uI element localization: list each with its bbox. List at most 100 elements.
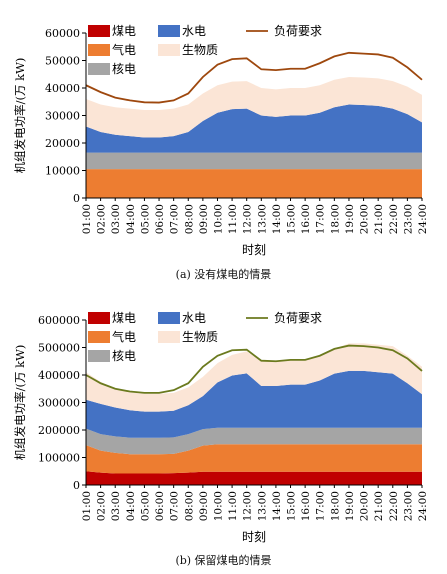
c1-x-tick-label: 08:00	[183, 491, 195, 521]
c1-y-tick-label: 200000	[38, 424, 80, 437]
c1-x-tick-label: 22:00	[388, 491, 400, 521]
c0-x-tick-label: 21:00	[373, 204, 385, 234]
c0-x-tick-label: 04:00	[125, 204, 137, 234]
c0-area-气电	[86, 169, 422, 198]
c1-x-tick-label: 12:00	[242, 491, 254, 521]
c0-x-tick-label: 18:00	[329, 204, 341, 234]
c1-x-tick-label: 10:00	[212, 491, 224, 521]
c0-x-tick-label: 10:00	[212, 204, 224, 234]
c1-legend-label: 煤电	[112, 311, 136, 325]
c0-y-tick-label: 40000	[45, 82, 80, 95]
c1-line-负荷要求	[85, 344, 423, 394]
c1-x-tick-label: 20:00	[359, 491, 371, 521]
c1-x-tick-label: 06:00	[154, 491, 166, 521]
caption-a: (a) 没有煤电的情景	[175, 268, 272, 281]
c1-legend-label: 生物质	[182, 330, 218, 344]
c0-area-水电	[86, 104, 422, 153]
c1-y-tick-label: 100000	[38, 452, 80, 465]
c0-legend-label: 水电	[182, 24, 206, 38]
c1-x-tick-label: 13:00	[256, 491, 268, 521]
c0-x-tick-label: 09:00	[198, 204, 210, 234]
c0-y-tick-label: 20000	[45, 137, 80, 150]
c1-y-tick-label: 500000	[38, 342, 80, 355]
c0-y-tick-label: 0	[73, 192, 80, 205]
c0-x-tick-label: 02:00	[96, 204, 108, 234]
c1-legend-marker	[88, 331, 110, 343]
c1-legend-marker	[158, 312, 180, 324]
c0-y-tick-label: 30000	[45, 110, 80, 123]
c0-legend-marker	[88, 44, 110, 56]
c0-line-负荷要求	[85, 51, 423, 104]
c1-x-tick-label: 02:00	[96, 491, 108, 521]
c0-x-tick-label: 16:00	[300, 204, 312, 234]
c1-x-tick-label: 11:00	[227, 491, 239, 521]
c0-legend-label: 核电	[112, 62, 136, 76]
c1-x-tick-label: 23:00	[402, 491, 414, 521]
c1-x-tick-label: 05:00	[139, 491, 151, 521]
c0-y-tick-label: 50000	[45, 55, 80, 68]
c1-y-tick-label: 0	[73, 479, 80, 492]
c0-x-tick-label: 20:00	[359, 204, 371, 234]
c1-x-tick-label: 01:00	[81, 491, 93, 521]
c0-x-tick-label: 17:00	[315, 204, 327, 234]
c1-area-生物质	[86, 343, 422, 412]
c0-legend-marker	[88, 25, 110, 37]
c1-y-axis-title: 机组发电功率/(万 kW)	[13, 345, 27, 461]
c0-legend-label: 气电	[112, 42, 136, 57]
c1-x-tick-label: 07:00	[169, 491, 181, 521]
c0-x-tick-label: 12:00	[242, 204, 254, 234]
c0-x-tick-label: 01:00	[81, 204, 93, 234]
c0-legend-marker	[158, 44, 180, 56]
c1-legend-marker	[88, 312, 110, 324]
c1-legend-label: 水电	[182, 311, 206, 325]
c0-x-tick-label: 14:00	[271, 204, 283, 234]
c1-x-tick-label: 16:00	[300, 491, 312, 521]
c0-area-生物质	[86, 77, 422, 138]
c0-legend-marker	[158, 25, 180, 37]
c1-area-水电	[86, 370, 422, 438]
c1-area-气电	[86, 444, 422, 474]
c1-area-煤电	[86, 471, 422, 485]
c0-area-核电	[86, 152, 422, 170]
c1-x-tick-label: 09:00	[198, 491, 210, 521]
c1-x-tick-label: 15:00	[286, 491, 298, 521]
c0-x-tick-label: 22:00	[388, 204, 400, 234]
c0-y-tick-label: 60000	[45, 27, 80, 40]
c1-x-axis-title: 时刻	[242, 530, 266, 544]
c1-x-tick-label: 21:00	[373, 491, 385, 521]
c0-x-tick-label: 06:00	[154, 204, 166, 234]
c0-y-tick-label: 10000	[45, 165, 80, 178]
c0-x-tick-label: 03:00	[110, 204, 122, 234]
c0-x-tick-label: 13:00	[256, 204, 268, 234]
c0-x-tick-label: 23:00	[402, 204, 414, 234]
c1-legend-marker	[88, 350, 110, 362]
c0-x-tick-label: 15:00	[286, 204, 298, 234]
c0-x-tick-label: 19:00	[344, 204, 356, 234]
c1-legend-label: 气电	[112, 329, 136, 344]
c0-legend-label: 生物质	[182, 43, 218, 57]
c0-legend-label: 煤电	[112, 24, 136, 38]
c1-y-tick-label: 600000	[38, 314, 80, 327]
c1-x-tick-label: 19:00	[344, 491, 356, 521]
c1-legend-label: 核电	[112, 349, 136, 363]
c1-legend-marker	[158, 331, 180, 343]
c1-y-tick-label: 400000	[38, 369, 80, 382]
chart-b: 0 100000 200000 300000 400000 500000 600000 01:…	[13, 311, 429, 544]
c0-x-tick-label: 05:00	[139, 204, 151, 234]
c0-y-axis-title: 机组发电功率/(万 kW)	[13, 58, 27, 174]
c0-x-tick-label: 07:00	[169, 204, 181, 234]
c0-legend-label: 负荷要求	[274, 24, 322, 38]
c1-x-tick-label: 24:00	[417, 491, 429, 521]
c0-x-tick-label: 11:00	[227, 204, 239, 234]
c0-legend-marker	[88, 63, 110, 75]
c1-legend-label: 负荷要求	[274, 311, 322, 325]
c1-area-核电	[86, 427, 422, 455]
c0-x-tick-label: 24:00	[417, 204, 429, 234]
chart-a: 0 10000 20000 30000 40000 50000 60000 01:00 02:0…	[13, 24, 429, 257]
c0-x-axis-title: 时刻	[242, 243, 266, 257]
c0-x-tick-label: 08:00	[183, 204, 195, 234]
c1-y-tick-label: 300000	[38, 397, 80, 410]
c1-x-tick-label: 17:00	[315, 491, 327, 521]
c1-x-tick-label: 18:00	[329, 491, 341, 521]
